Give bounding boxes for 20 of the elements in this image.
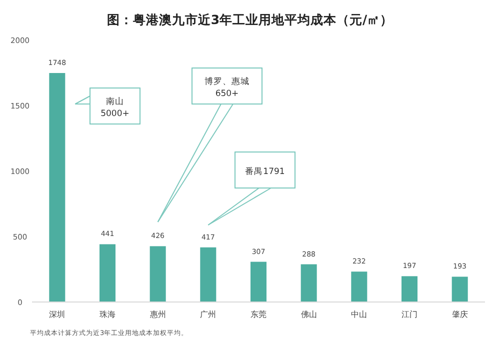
x-tick-label: 中山 [351,310,368,319]
bar [351,272,368,302]
bar [200,247,216,302]
x-tick-label: 惠州 [148,310,166,319]
chart-title: 图：粤港澳九市近3年工业用地平均成本（元/㎡） [106,12,394,27]
bar [49,73,66,302]
x-tick-label: 佛山 [300,310,317,319]
x-tick-label: 江门 [402,310,418,319]
bar [250,262,266,302]
bar [300,264,317,302]
x-tick-label: 深圳 [49,310,66,319]
x-tick-label: 广州 [200,310,216,319]
bar [452,276,468,302]
annotation: 南山 5000+ [100,96,130,119]
bar [100,244,116,302]
x-tick-label: 肇庆 [452,310,468,319]
bar [402,276,418,302]
x-tick-label: 珠海 [100,310,116,319]
bar [150,246,166,302]
x-tick-label: 东莞 [250,310,266,319]
